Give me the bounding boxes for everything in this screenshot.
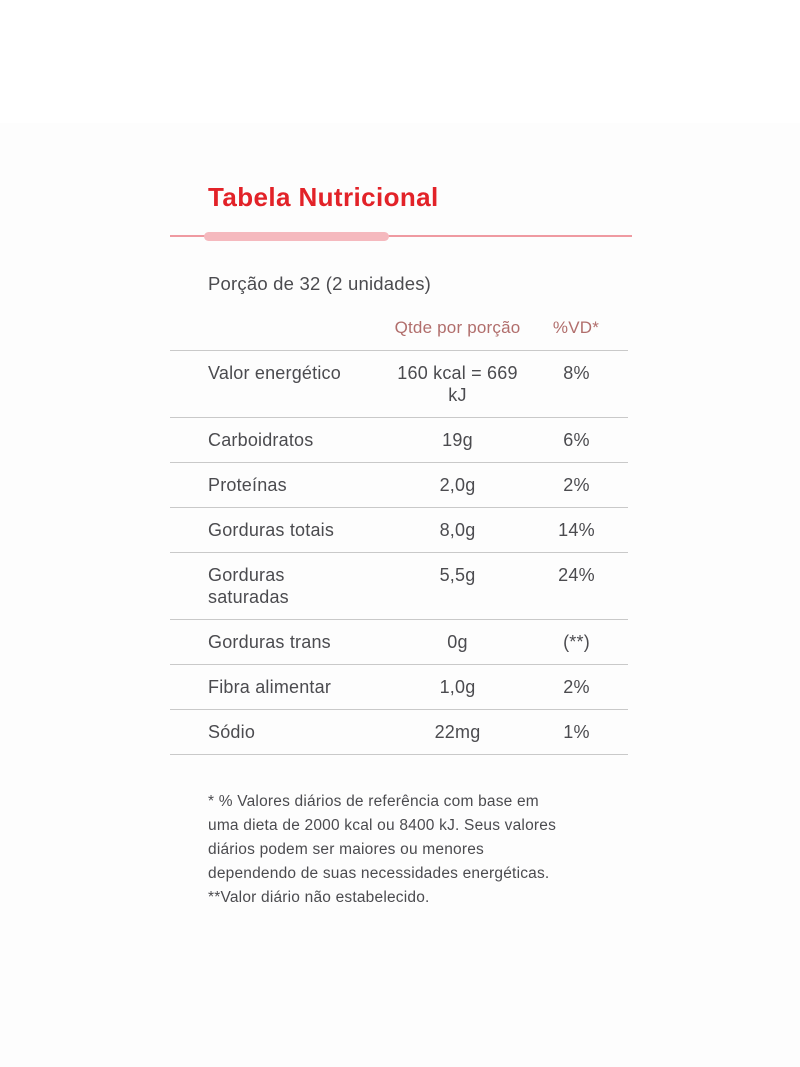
footnote-line: diários podem ser maiores ou menores (208, 841, 484, 858)
column-header-qty: Qtde por porção (365, 312, 550, 351)
nutrient-label: Fibra alimentar (170, 664, 365, 710)
table-row: Valor energético 160 kcal = 669 kJ 8% (170, 350, 628, 418)
nutrient-qty: 160 kcal = 669 kJ (365, 350, 550, 418)
nutrient-qty-value: 22mg (434, 722, 481, 742)
nutrient-qty-value: 160 kcal = 669 kJ (397, 363, 518, 405)
table-row: Gorduras saturadas 5,5g 24% (170, 552, 628, 620)
table-row: Gorduras trans 0g (**) (170, 619, 628, 665)
table-row: Gorduras totais 8,0g 14% (170, 507, 628, 553)
nutrient-qty: 8,0g (365, 507, 550, 553)
table-row: Carboidratos 19g 6% (170, 417, 628, 463)
footnote-line: * % Valores diários de referência com ba… (208, 793, 539, 810)
table-header-row: Qtde por porção %VD* (170, 312, 628, 351)
nutrient-dv: 6% (550, 417, 628, 463)
table-row: Sódio 22mg 1% (170, 709, 628, 755)
footnotes: * % Valores diários de referência com ba… (208, 790, 608, 910)
divider-accent-pill (204, 231, 389, 241)
page-title: Tabela Nutricional (208, 182, 439, 212)
nutrient-qty-value: 0g (447, 632, 468, 652)
nutrient-label: Proteínas (170, 462, 365, 508)
nutrient-qty-value: 5,5g (439, 565, 476, 585)
nutrition-table: Qtde por porção %VD* Valor energético 16… (170, 312, 628, 755)
nutrient-dv: (**) (550, 619, 628, 665)
nutrient-qty: 1,0g (365, 664, 550, 710)
nutrient-dv: 2% (550, 462, 628, 508)
nutrient-label: Carboidratos (170, 417, 365, 463)
footnote-line: uma dieta de 2000 kcal ou 8400 kJ. Seus … (208, 817, 557, 834)
nutrient-dv: 2% (550, 664, 628, 710)
nutrient-qty-value: 8,0g (439, 520, 476, 540)
nutrient-qty-value: 2,0g (439, 475, 476, 495)
nutrient-dv: 8% (550, 350, 628, 418)
table-row: Fibra alimentar 1,0g 2% (170, 664, 628, 710)
nutrient-dv: 14% (550, 507, 628, 553)
nutrient-label: Gorduras trans (170, 619, 365, 665)
column-header-spacer (170, 312, 365, 351)
nutrient-dv: 24% (550, 552, 628, 620)
column-header-dv: %VD* (550, 312, 628, 351)
nutrient-label: Gorduras saturadas (170, 552, 365, 620)
nutrient-label: Gorduras totais (170, 507, 365, 553)
footnote-line: **Valor diário não estabelecido. (208, 889, 430, 906)
nutrient-qty: 0g (365, 619, 550, 665)
nutrient-qty: 19g (365, 417, 550, 463)
nutrient-qty: 22mg (365, 709, 550, 755)
nutrient-dv: 1% (550, 709, 628, 755)
table-row: Proteínas 2,0g 2% (170, 462, 628, 508)
nutrient-qty-value: 19g (442, 430, 473, 450)
divider-line (170, 231, 632, 241)
footnote-line: dependendo de suas necessidades energéti… (208, 865, 550, 882)
nutrient-label: Sódio (170, 709, 365, 755)
nutrient-label: Valor energético (170, 350, 365, 418)
serving-size-text: Porção de 32 (2 unidades) (208, 273, 432, 294)
nutrient-qty-value: 1,0g (439, 677, 476, 697)
nutrient-qty: 5,5g (365, 552, 550, 620)
nutrient-qty: 2,0g (365, 462, 550, 508)
